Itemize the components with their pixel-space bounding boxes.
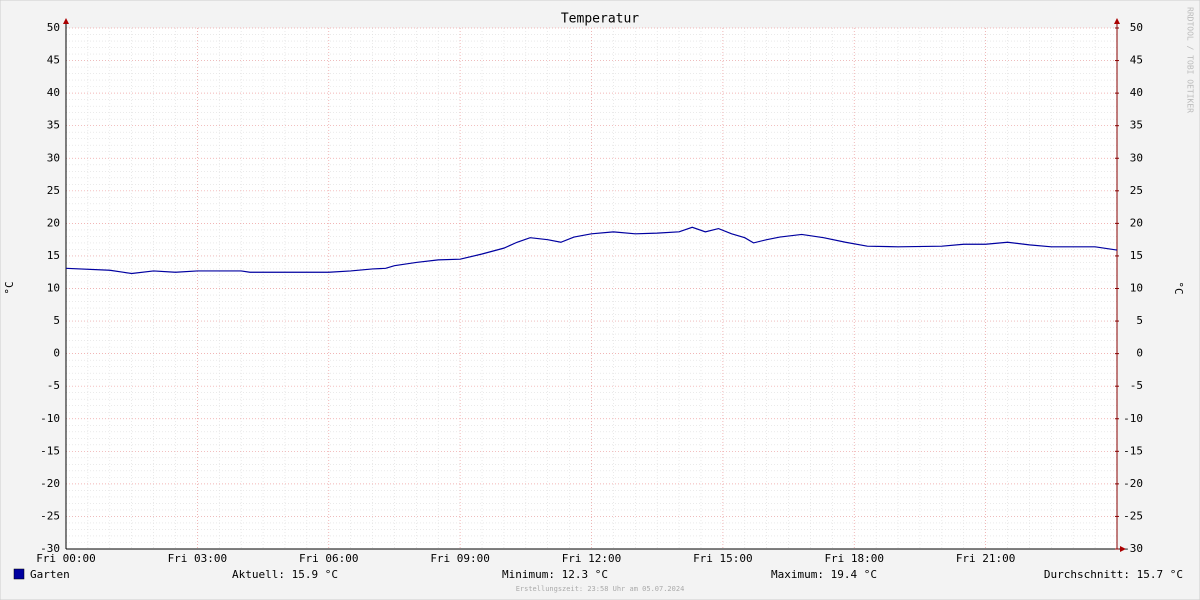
- y-tick-label: 35: [47, 119, 60, 132]
- y2-tick-label: -30: [1123, 542, 1143, 555]
- axis-arrow: [63, 18, 69, 24]
- y-tick-label: 20: [47, 216, 60, 229]
- y2-tick-label: -20: [1123, 477, 1143, 490]
- y-tick-label: 50: [47, 21, 60, 34]
- y-tick-label: -30: [40, 542, 60, 555]
- y2-tick-label: 40: [1130, 86, 1143, 99]
- y2-tick-label: 25: [1130, 184, 1143, 197]
- y-tick-label: -15: [40, 444, 60, 457]
- y-tick-label: 25: [47, 184, 60, 197]
- watermark: RRDTOOL / TOBI OETIKER: [1186, 7, 1195, 113]
- footer: Erstellungszeit: 23:58 Uhr am 05.07.2024: [516, 585, 685, 593]
- y-tick-label: 10: [47, 282, 60, 295]
- y-tick-label: -25: [40, 509, 60, 522]
- stat: Minimum: 12.3 °C: [502, 568, 608, 581]
- chart-title: Temperatur: [561, 12, 639, 27]
- stat: Aktuell: 15.9 °C: [232, 568, 338, 581]
- y-tick-label: 0: [53, 347, 60, 360]
- grid: [65, 27, 1117, 550]
- y2-tick-label: 0: [1136, 347, 1143, 360]
- axis-arrow: [1120, 546, 1126, 552]
- y-tick-label: 40: [47, 86, 60, 99]
- data-line: [65, 226, 1118, 275]
- y2-tick-label: 10: [1130, 282, 1143, 295]
- y2-tick-label: -10: [1123, 412, 1143, 425]
- y2-tick-label: 15: [1130, 249, 1143, 262]
- y-tick-label: -10: [40, 412, 60, 425]
- x-tick-label: Fri 09:00: [430, 552, 490, 565]
- y2-tick-label: 20: [1130, 216, 1143, 229]
- y2-tick-label: -15: [1123, 444, 1143, 457]
- y2-tick-label: 5: [1136, 314, 1143, 327]
- x-tick-label: Fri 18:00: [824, 552, 884, 565]
- x-tick-label: Fri 03:00: [168, 552, 228, 565]
- y2-tick-label: 30: [1130, 151, 1143, 164]
- y-tick-label: 5: [53, 314, 60, 327]
- y-tick-label: 30: [47, 151, 60, 164]
- x-tick-label: Fri 21:00: [956, 552, 1016, 565]
- y-tick-label: 15: [47, 249, 60, 262]
- y-axis-label: °C: [3, 281, 16, 294]
- y2-tick-label: 45: [1130, 54, 1143, 67]
- stat: Durchschnitt: 15.7 °C: [1044, 568, 1183, 581]
- x-tick-label: Fri 15:00: [693, 552, 753, 565]
- y-tick-label: -20: [40, 477, 60, 490]
- stat: Maximum: 19.4 °C: [771, 568, 877, 581]
- x-tick-label: Fri 00:00: [36, 552, 96, 565]
- x-tick-label: Fri 06:00: [299, 552, 359, 565]
- y-tick-label: -5: [47, 379, 60, 392]
- legend-label: Garten: [30, 568, 70, 581]
- y-tick-label: 45: [47, 54, 60, 67]
- y2-tick-label: -25: [1123, 509, 1143, 522]
- y2-axis-label: °C: [1172, 281, 1185, 294]
- legend-swatch: [13, 568, 25, 580]
- axis-arrow: [1114, 18, 1120, 24]
- y2-tick-label: -5: [1130, 379, 1143, 392]
- x-tick-label: Fri 12:00: [562, 552, 622, 565]
- y2-tick-label: 50: [1130, 21, 1143, 34]
- y2-tick-label: 35: [1130, 119, 1143, 132]
